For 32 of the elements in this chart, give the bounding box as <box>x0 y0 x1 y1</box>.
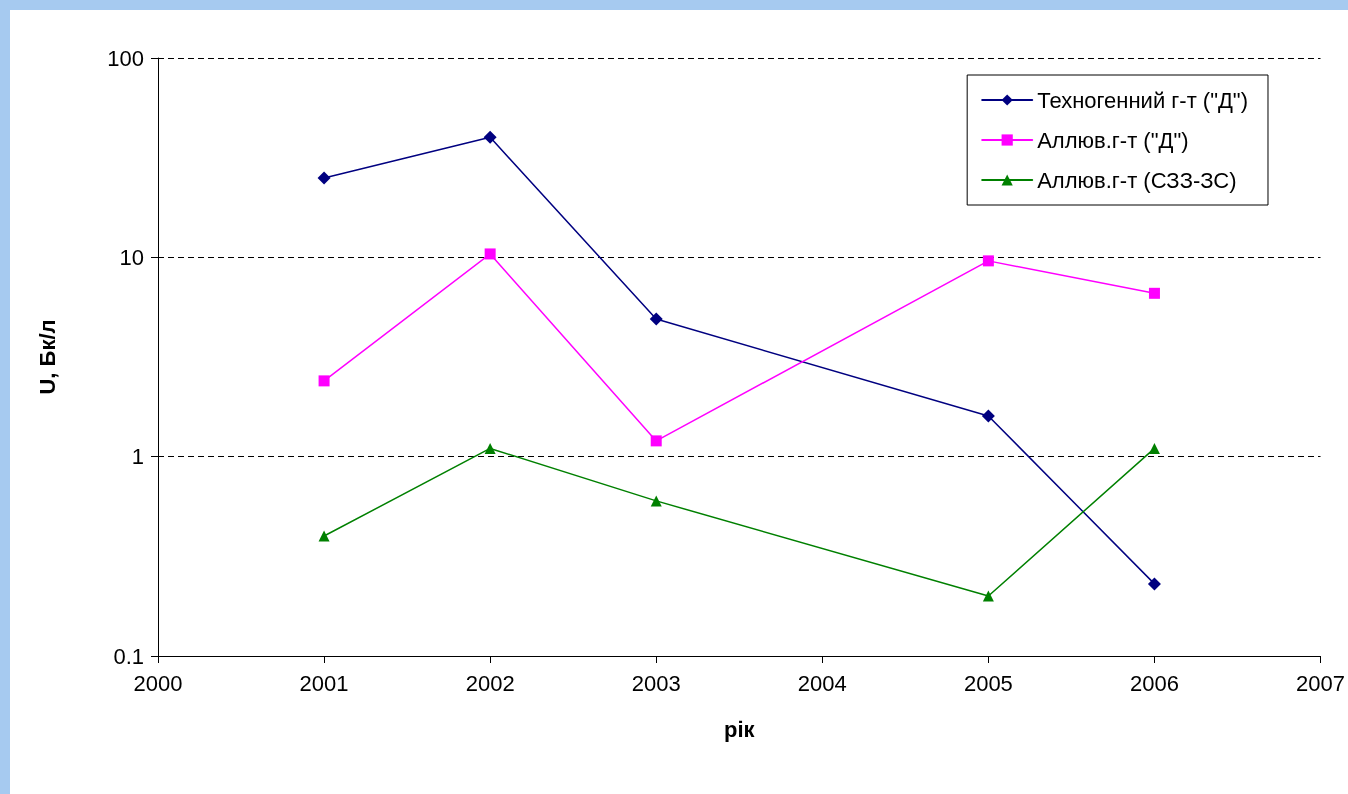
legend-label: Техногенний г-т ("Д") <box>1037 87 1249 113</box>
point <box>484 248 496 260</box>
y-tick-label: 0.1 <box>113 643 144 669</box>
point <box>1148 442 1160 454</box>
point <box>317 171 331 185</box>
y-tick-label: 1 <box>131 444 144 470</box>
x-tick-label: 2000 <box>133 670 183 696</box>
x-tick-label: 2007 <box>1296 670 1346 696</box>
x-tick-label: 2001 <box>299 670 349 696</box>
x-tick-label: 2005 <box>963 670 1013 696</box>
y-tick-label: 10 <box>119 244 144 270</box>
point <box>650 495 662 507</box>
point <box>318 530 330 542</box>
point <box>649 312 663 326</box>
point <box>1147 577 1161 591</box>
x-tick-label: 2004 <box>797 670 847 696</box>
y-axis-title: U, Бк/л <box>34 319 60 395</box>
point <box>981 409 995 423</box>
x-tick-label: 2002 <box>465 670 515 696</box>
y-tick-label: 100 <box>107 45 144 71</box>
legend-label: Аллюв.г-т (СЗЗ-ЗС) <box>1037 167 1237 193</box>
point <box>650 435 662 447</box>
point <box>484 442 496 454</box>
point <box>483 130 497 144</box>
point <box>1148 287 1160 299</box>
point <box>318 375 330 387</box>
x-tick-label: 2003 <box>631 670 681 696</box>
x-tick-label: 2006 <box>1129 670 1179 696</box>
x-axis-title: рік <box>723 716 756 742</box>
point <box>982 590 994 602</box>
point <box>982 255 994 267</box>
legend-label: Аллюв.г-т ("Д") <box>1037 127 1189 153</box>
